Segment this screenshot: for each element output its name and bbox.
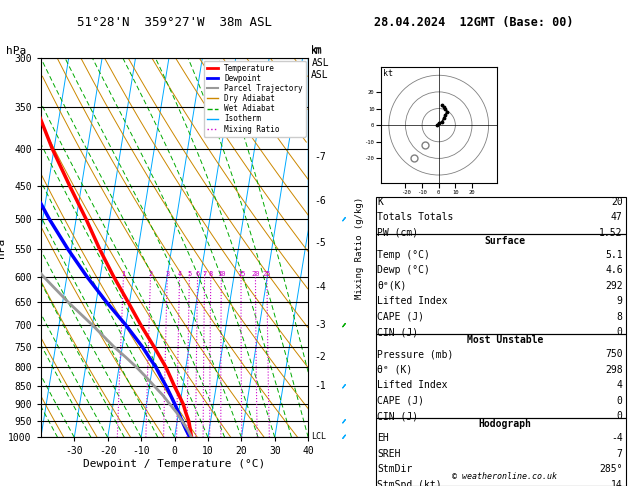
Text: -2: -2: [314, 352, 326, 362]
Text: 285°: 285°: [599, 464, 623, 474]
Text: 2: 2: [148, 271, 153, 277]
Text: K: K: [377, 197, 383, 207]
Text: Dewp (°C): Dewp (°C): [377, 265, 430, 275]
Text: 1: 1: [121, 271, 126, 277]
Text: 9: 9: [617, 296, 623, 306]
Text: 1.52: 1.52: [599, 228, 623, 238]
Text: -7: -7: [314, 152, 326, 162]
Text: -3: -3: [314, 320, 326, 330]
Text: 3: 3: [165, 271, 169, 277]
Text: 750: 750: [605, 349, 623, 359]
Text: Totals Totals: Totals Totals: [377, 212, 454, 223]
Text: hPa: hPa: [6, 46, 26, 56]
Legend: Temperature, Dewpoint, Parcel Trajectory, Dry Adiabat, Wet Adiabat, Isotherm, Mi: Temperature, Dewpoint, Parcel Trajectory…: [204, 61, 306, 137]
Text: -4: -4: [314, 282, 326, 292]
Text: 14: 14: [611, 480, 623, 486]
Text: LCL: LCL: [311, 432, 326, 441]
Text: CIN (J): CIN (J): [377, 328, 418, 337]
Text: 0: 0: [617, 328, 623, 337]
Text: -4: -4: [611, 433, 623, 443]
Text: km: km: [311, 45, 323, 54]
Text: 292: 292: [605, 281, 623, 291]
Text: 20: 20: [611, 197, 623, 207]
Text: 8: 8: [617, 312, 623, 322]
Text: Most Unstable: Most Unstable: [467, 335, 543, 345]
Text: 0: 0: [617, 396, 623, 406]
Text: ASL: ASL: [311, 58, 329, 69]
Text: CAPE (J): CAPE (J): [377, 396, 425, 406]
Text: Surface: Surface: [484, 236, 525, 245]
X-axis label: Dewpoint / Temperature (°C): Dewpoint / Temperature (°C): [84, 459, 265, 469]
Text: StmDir: StmDir: [377, 464, 413, 474]
Text: Mixing Ratio (g/kg): Mixing Ratio (g/kg): [355, 197, 364, 299]
Text: 6: 6: [196, 271, 199, 277]
Text: Temp (°C): Temp (°C): [377, 250, 430, 260]
Text: θᵉ(K): θᵉ(K): [377, 281, 407, 291]
Text: 51°28'N  359°27'W  38m ASL: 51°28'N 359°27'W 38m ASL: [77, 16, 272, 29]
Text: 4.6: 4.6: [605, 265, 623, 275]
Text: StmSpd (kt): StmSpd (kt): [377, 480, 442, 486]
Text: Lifted Index: Lifted Index: [377, 296, 448, 306]
Text: Hodograph: Hodograph: [478, 419, 532, 429]
Text: 25: 25: [263, 271, 271, 277]
Text: -6: -6: [314, 196, 326, 206]
Text: SREH: SREH: [377, 449, 401, 459]
Text: EH: EH: [377, 433, 389, 443]
Y-axis label: hPa: hPa: [0, 238, 6, 258]
Text: 10: 10: [217, 271, 226, 277]
Text: Pressure (mb): Pressure (mb): [377, 349, 454, 359]
Text: -5: -5: [314, 239, 326, 248]
Text: Lifted Index: Lifted Index: [377, 381, 448, 390]
Text: km: km: [311, 46, 323, 56]
Text: 15: 15: [237, 271, 245, 277]
Text: 0: 0: [617, 412, 623, 421]
Text: CIN (J): CIN (J): [377, 412, 418, 421]
Text: 28.04.2024  12GMT (Base: 00): 28.04.2024 12GMT (Base: 00): [374, 16, 574, 29]
Text: 7: 7: [617, 449, 623, 459]
Text: © weatheronline.co.uk: © weatheronline.co.uk: [452, 472, 557, 481]
Text: CAPE (J): CAPE (J): [377, 312, 425, 322]
Text: 298: 298: [605, 365, 623, 375]
Text: 20: 20: [251, 271, 260, 277]
Text: θᵉ (K): θᵉ (K): [377, 365, 413, 375]
Text: 5.1: 5.1: [605, 250, 623, 260]
Text: 4: 4: [617, 381, 623, 390]
Text: 7: 7: [203, 271, 207, 277]
Text: -1: -1: [314, 381, 326, 391]
Text: 47: 47: [611, 212, 623, 223]
Text: 4: 4: [177, 271, 182, 277]
Text: PW (cm): PW (cm): [377, 228, 418, 238]
Text: 8: 8: [209, 271, 213, 277]
Text: ASL: ASL: [311, 69, 329, 80]
Text: 5: 5: [187, 271, 191, 277]
Text: kt: kt: [383, 69, 393, 78]
